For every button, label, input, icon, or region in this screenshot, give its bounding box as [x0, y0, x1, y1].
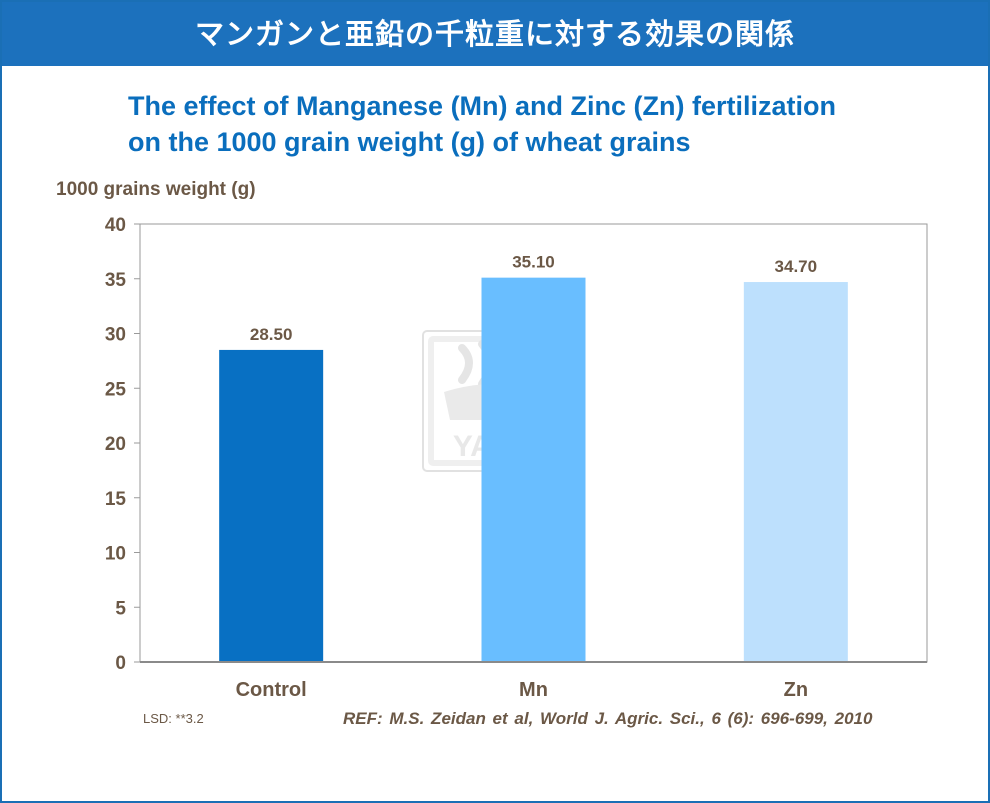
y-tick-label: 30 — [105, 325, 126, 346]
bars: 28.50 35.10 34.70 — [219, 253, 848, 662]
x-axis: Control Mn Zn — [140, 661, 927, 701]
y-tick-label: 25 — [105, 379, 127, 400]
x-tick-label-mn: Mn — [519, 679, 548, 701]
bar-control — [219, 349, 324, 662]
y-tick-label: 15 — [105, 489, 127, 510]
lsd-note: LSD: **3.2 — [143, 711, 204, 726]
y-tick-label: 40 — [105, 215, 126, 236]
x-tick-label-control: Control — [236, 679, 307, 701]
y-tick-label: 10 — [105, 544, 126, 565]
y-tick-label: 20 — [105, 434, 126, 455]
chart-title: The effect of Manganese (Mn) and Zinc (Z… — [128, 88, 958, 160]
bar-mn — [481, 277, 586, 662]
reference-citation: REF: M.S. Zeidan et al, World J. Agric. … — [343, 709, 873, 728]
y-axis-label: 1000 grains weight (g) — [56, 179, 256, 200]
y-tick-label: 5 — [115, 598, 126, 619]
x-tick-label-zn: Zn — [784, 679, 808, 701]
bar-zn — [743, 282, 848, 662]
y-tick-label: 35 — [105, 270, 127, 291]
data-label-control: 28.50 — [250, 325, 293, 344]
y-tick-label: 0 — [115, 653, 126, 674]
chart-title-line-1: The effect of Manganese (Mn) and Zinc (Z… — [128, 91, 837, 121]
banner-title: マンガンと亜鉛の千粒重に対する効果の関係 — [2, 2, 988, 66]
y-axis: 0 5 10 15 20 25 30 35 40 — [105, 215, 140, 674]
chart-title-line-2: on the 1000 grain weight (g) of wheat gr… — [128, 127, 691, 157]
data-label-mn: 35.10 — [512, 253, 555, 272]
data-label-zn: 34.70 — [775, 257, 818, 276]
